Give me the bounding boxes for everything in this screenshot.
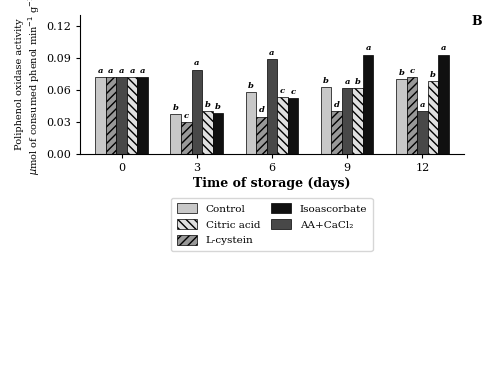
Bar <box>288 99 298 154</box>
Text: d: d <box>333 101 339 109</box>
Bar <box>191 69 202 154</box>
Bar <box>181 122 191 154</box>
Text: a: a <box>344 78 350 86</box>
Text: b: b <box>355 78 361 86</box>
Text: B: B <box>471 15 482 28</box>
Text: c: c <box>290 88 296 96</box>
Bar <box>170 114 181 154</box>
Bar <box>127 77 137 154</box>
Bar <box>417 111 427 154</box>
Text: b: b <box>215 103 221 111</box>
Bar <box>267 59 277 154</box>
Bar <box>137 77 148 154</box>
Bar <box>342 88 352 154</box>
Bar <box>321 87 331 154</box>
Text: a: a <box>365 45 371 52</box>
Bar <box>363 55 373 154</box>
Text: a: a <box>98 67 103 75</box>
Text: b: b <box>430 71 436 79</box>
Bar <box>427 81 438 154</box>
Text: b: b <box>173 104 178 113</box>
Bar <box>331 111 342 154</box>
Bar <box>213 113 223 154</box>
Text: b: b <box>323 76 329 85</box>
Text: a: a <box>194 59 199 68</box>
Text: b: b <box>398 69 404 77</box>
Legend: Control, Citric acid, L-cystein, Isoascorbate, AA+CaCl₂: Control, Citric acid, L-cystein, Isoasco… <box>171 198 373 251</box>
Bar <box>277 97 288 154</box>
Text: b: b <box>204 101 210 109</box>
Bar <box>202 111 213 154</box>
Text: d: d <box>258 106 264 114</box>
Bar <box>106 77 116 154</box>
Bar <box>396 79 407 154</box>
Bar <box>246 92 256 154</box>
Text: a: a <box>119 67 124 75</box>
Text: a: a <box>419 101 425 109</box>
Text: b: b <box>248 82 254 90</box>
Text: c: c <box>409 67 414 75</box>
Text: a: a <box>269 49 275 57</box>
X-axis label: Time of storage (days): Time of storage (days) <box>193 177 351 190</box>
Bar <box>407 77 417 154</box>
Text: c: c <box>280 87 285 95</box>
Bar <box>256 117 267 154</box>
Bar <box>438 55 449 154</box>
Text: a: a <box>108 67 114 75</box>
Text: a: a <box>441 45 446 52</box>
Text: c: c <box>184 112 189 120</box>
Bar <box>95 77 106 154</box>
Text: a: a <box>140 67 145 75</box>
Text: a: a <box>129 67 135 75</box>
Bar <box>116 77 127 154</box>
Bar <box>352 88 363 154</box>
Y-axis label: Poliphenol oxidase activity
$\mu$mol of consumed phenol min$^{-1}$ g$^{-1}$: Poliphenol oxidase activity $\mu$mol of … <box>15 0 42 175</box>
